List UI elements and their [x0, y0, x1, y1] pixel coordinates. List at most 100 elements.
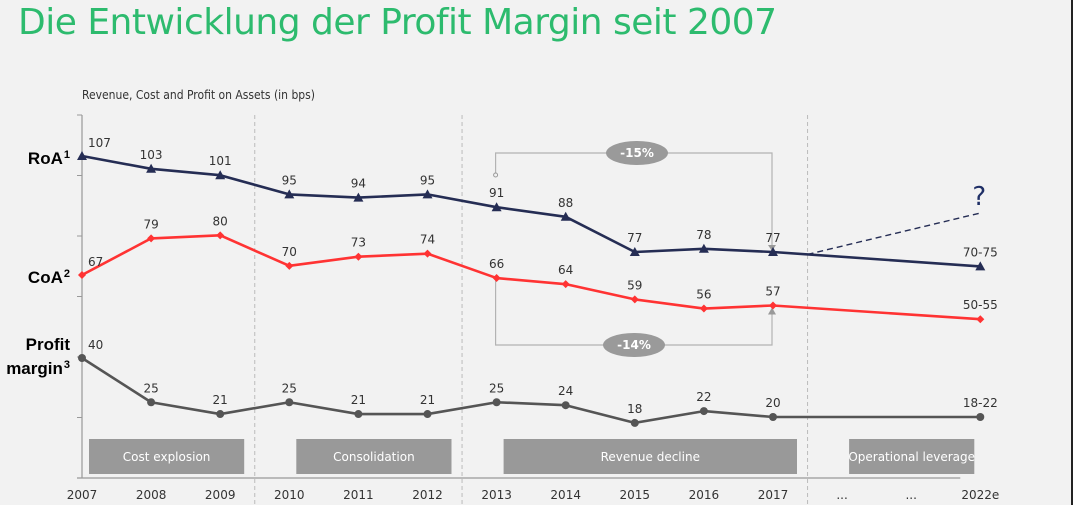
data-point-circle — [78, 354, 86, 362]
data-label: 77 — [765, 231, 780, 245]
series-profit-margin: 40 25 21 25 21 21 25 24 18 22 20 18-22 — [78, 338, 998, 427]
data-label: 107 — [88, 136, 111, 150]
data-label: 64 — [558, 263, 573, 277]
data-point-diamond — [630, 295, 639, 304]
series-label-roa-text: RoA — [27, 149, 63, 168]
data-label: 20 — [765, 396, 780, 410]
data-point-triangle — [560, 211, 571, 221]
x-tick-label: 2009 — [205, 488, 236, 502]
data-label: 78 — [696, 228, 711, 242]
data-label: 40 — [88, 338, 103, 352]
data-label: 95 — [282, 173, 297, 187]
series-line — [81, 234, 981, 321]
series-label-coa: CoA2 — [20, 264, 70, 288]
data-label: 50-55 — [963, 298, 998, 312]
data-point-circle — [492, 398, 501, 407]
data-point-circle — [285, 398, 294, 407]
footnote-coa: 2 — [63, 268, 70, 280]
data-label: 103 — [140, 148, 163, 162]
data-label: 94 — [351, 177, 366, 191]
data-point-circle — [699, 407, 708, 416]
x-tick-label: 2013 — [481, 488, 512, 502]
x-tick-label: ... — [836, 488, 847, 502]
data-point-circle — [423, 410, 432, 419]
footnote-profit: 3 — [63, 359, 70, 371]
data-label: 70-75 — [963, 245, 998, 259]
data-label: 73 — [351, 236, 366, 250]
data-label: 18 — [627, 402, 642, 416]
series-label-profit-line2: margin — [6, 359, 63, 378]
data-label: 22 — [696, 390, 711, 404]
series-coa: 67 79 80 70 73 74 66 64 59 56 57 50-55 — [78, 214, 998, 324]
data-point-circle — [769, 413, 777, 421]
change-brackets: -15% -14% — [493, 141, 776, 357]
change-badge — [603, 333, 665, 357]
data-point-triangle — [491, 202, 502, 212]
x-tick-label: 2017 — [758, 488, 789, 502]
data-point-circle — [216, 410, 225, 419]
series-roa: 107 103 101 95 94 95 91 88 77 78 77 70-75 — [77, 136, 998, 271]
data-point-triangle — [698, 243, 709, 253]
series-label-profit-line1: Profit — [25, 335, 70, 354]
x-tick-label: ... — [905, 488, 916, 502]
x-tick-label: 2022e — [961, 488, 999, 502]
data-label: 21 — [351, 393, 366, 407]
footnote-roa: 1 — [63, 149, 70, 161]
series-line — [81, 356, 981, 425]
data-label: 66 — [489, 257, 504, 271]
phase-box-bg — [849, 439, 975, 474]
x-tick-label: 2012 — [412, 488, 443, 502]
data-label: 21 — [213, 393, 228, 407]
data-point-circle — [354, 410, 363, 419]
right-border — [1071, 0, 1073, 505]
series-lines: 107 103 101 95 94 95 91 88 77 78 77 70-75 67 79 80 70 73… — [77, 136, 998, 427]
chart-subtitle: Revenue, Cost and Profit on Assets (in b… — [82, 88, 315, 102]
data-label: 24 — [558, 384, 573, 398]
x-axis-labels: 2007 2008 2009 2010 2011 2012 2013 2014 2015 2016… — [67, 488, 1000, 502]
data-point-triangle — [77, 151, 87, 160]
data-point-triangle — [768, 247, 778, 256]
data-point-circle — [630, 418, 639, 427]
data-point-diamond — [699, 304, 708, 313]
data-label: 57 — [765, 285, 780, 299]
data-label: 101 — [209, 154, 232, 168]
phase-box: Consolidation — [296, 439, 452, 474]
data-point-triangle — [353, 192, 364, 202]
data-point-triangle — [629, 247, 640, 256]
x-tick-label: 2008 — [136, 488, 167, 502]
data-point-diamond — [78, 271, 86, 279]
x-tick-label: 2007 — [67, 488, 98, 502]
series-label-roa: RoA1 — [20, 145, 70, 169]
data-point-triangle — [975, 261, 986, 271]
data-label: 80 — [213, 214, 228, 228]
data-label: 56 — [696, 288, 711, 302]
data-label: 25 — [282, 381, 297, 395]
roa-projection: ? — [807, 182, 986, 256]
data-point-diamond — [423, 249, 432, 258]
data-label: 59 — [627, 278, 642, 292]
phase-separators — [254, 115, 809, 505]
data-point-diamond — [976, 315, 985, 324]
data-point-diamond — [561, 280, 570, 289]
x-tick-label: 2010 — [274, 488, 305, 502]
phase-label: Revenue decline — [601, 450, 700, 464]
series-label-coa-text: CoA — [27, 268, 63, 287]
phase-label: Consolidation — [333, 450, 415, 464]
page-title: Die Entwicklung der Profit Margin seit 2… — [18, 2, 777, 43]
bracket-coa: -14% — [495, 278, 776, 357]
data-point-circle — [147, 398, 156, 407]
data-label: 70 — [282, 245, 297, 259]
phase-boxes: Cost explosion Consolidation Revenue decli… — [89, 439, 975, 474]
phase-box: Cost explosion — [89, 439, 245, 474]
phase-label: Cost explosion — [123, 450, 211, 464]
phase-box: Revenue decline — [503, 439, 797, 474]
change-badge-label: -14% — [617, 338, 651, 352]
bracket-arrowhead — [768, 307, 776, 315]
data-point-diamond — [285, 261, 294, 270]
data-point-diamond — [492, 274, 501, 283]
data-label: 25 — [489, 381, 504, 395]
data-label: 67 — [88, 255, 103, 269]
phase-box-bg — [296, 439, 452, 474]
data-label: 77 — [627, 231, 642, 245]
